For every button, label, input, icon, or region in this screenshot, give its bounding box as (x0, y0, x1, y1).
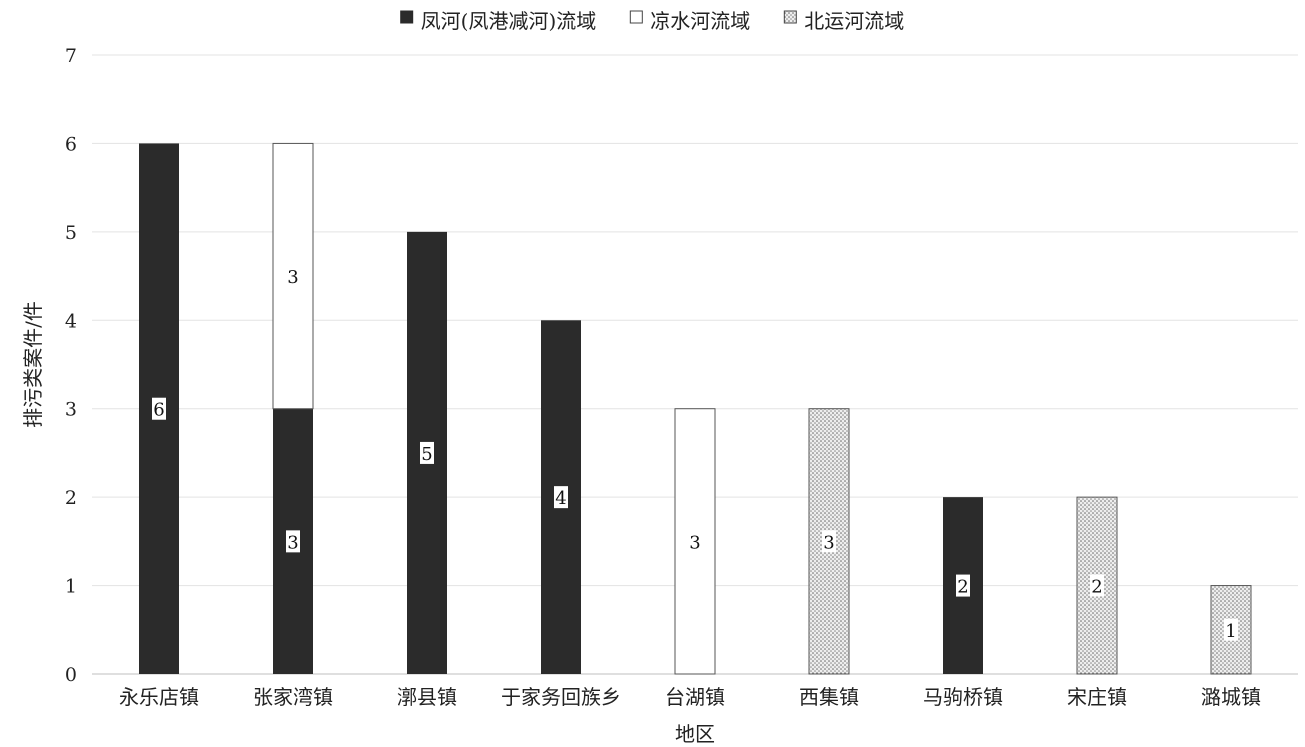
legend-label: 北运河流域 (804, 9, 904, 33)
x-tick-label: 漷县镇 (397, 685, 457, 709)
x-tick-label: 于家务回族乡 (501, 685, 621, 709)
data-label: 4 (555, 488, 566, 509)
data-label: 3 (823, 532, 834, 553)
data-label-box (956, 574, 970, 597)
data-labels: 6 3 3 5 4 3 3 2 2 1 (152, 265, 1238, 642)
legend-label: 凉水河流域 (650, 9, 750, 33)
data-label: 2 (1091, 577, 1102, 598)
y-tick-label: 6 (65, 133, 77, 155)
legend-item-2: 凉水河流域 (629, 9, 750, 33)
data-label-box (554, 486, 568, 509)
data-label: 5 (421, 444, 432, 465)
y-axis-ticks: 0 1 2 3 4 5 6 7 (65, 45, 77, 686)
legend-swatch (629, 10, 643, 24)
data-label-box (822, 530, 836, 553)
x-tick-label: 西集镇 (799, 685, 859, 709)
x-axis-title: 地区 (675, 722, 715, 746)
data-label: 3 (287, 532, 298, 553)
y-tick-label: 1 (65, 576, 77, 598)
data-label: 3 (689, 532, 700, 553)
data-label-box (286, 530, 300, 553)
data-label-box (1224, 618, 1238, 641)
x-tick-label: 永乐店镇 (119, 685, 199, 709)
x-tick-label: 潞城镇 (1201, 685, 1261, 709)
data-label-box (420, 441, 434, 464)
y-axis-title: 排污类案件/件 (21, 301, 45, 428)
data-label: 3 (287, 267, 298, 288)
data-label: 2 (957, 577, 968, 598)
x-tick-label: 宋庄镇 (1067, 685, 1127, 709)
legend-item-3: 北运河流域 (783, 9, 904, 33)
data-label: 6 (153, 400, 164, 421)
y-tick-label: 0 (65, 664, 77, 686)
y-tick-label: 4 (65, 310, 77, 332)
x-tick-label: 马驹桥镇 (923, 685, 1003, 709)
legend-item-1: 凤河(凤港减河)流域 (400, 9, 597, 33)
data-label-box (152, 397, 166, 420)
legend-swatch (783, 10, 797, 24)
data-label-box (688, 530, 702, 553)
data-label-box (286, 265, 300, 288)
y-tick-label: 7 (65, 45, 77, 67)
y-tick-label: 3 (65, 399, 77, 421)
x-tick-label: 台湖镇 (665, 685, 725, 709)
legend: 凤河(凤港减河)流域 凉水河流域 北运河流域 (400, 9, 904, 33)
legend-swatch (400, 10, 414, 24)
y-tick-label: 5 (65, 222, 77, 244)
legend-label: 凤河(凤港减河)流域 (421, 9, 597, 33)
data-label: 1 (1225, 621, 1236, 642)
data-label-box (1090, 574, 1104, 597)
x-tick-label: 张家湾镇 (253, 685, 333, 709)
y-tick-label: 2 (65, 487, 77, 509)
x-axis-ticks: 永乐店镇 张家湾镇 漷县镇 于家务回族乡 台湖镇 西集镇 马驹桥镇 宋庄镇 潞城镇 (119, 685, 1261, 709)
